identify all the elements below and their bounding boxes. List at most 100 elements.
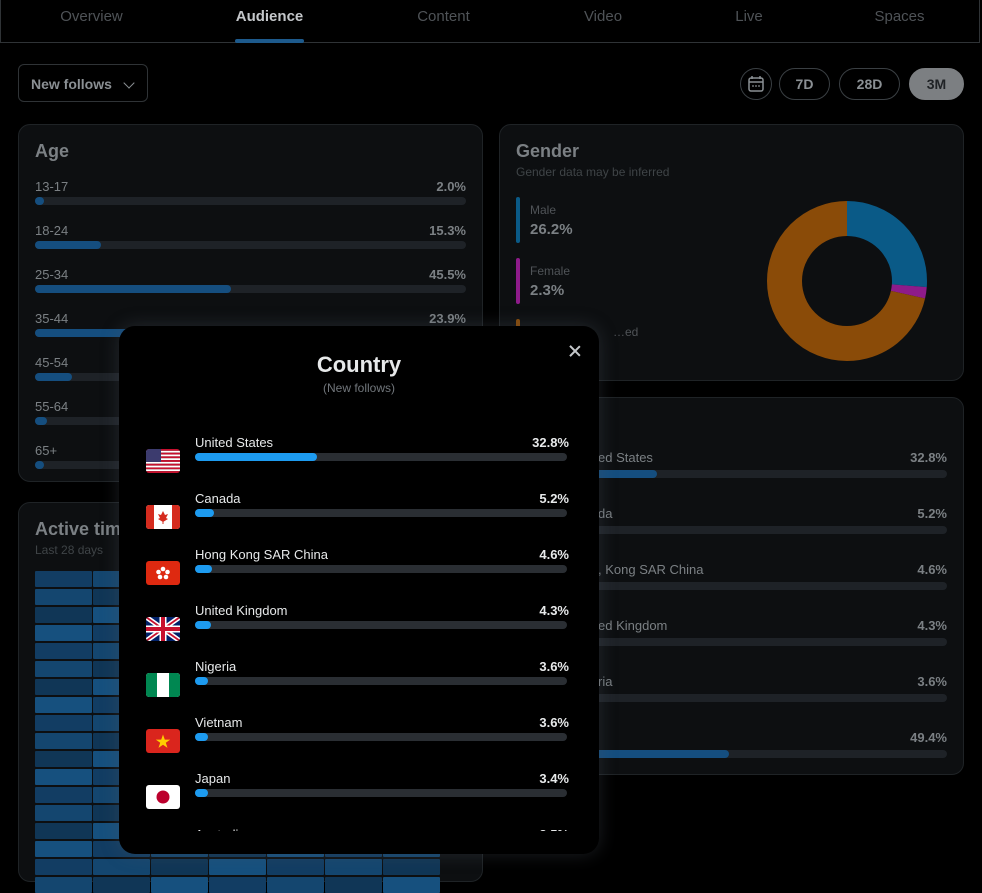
age-label: 65+ <box>35 443 58 458</box>
country-bar-track <box>195 789 567 797</box>
country-bar-fill <box>195 677 209 685</box>
heatmap-cell <box>35 751 92 767</box>
range-7d-button[interactable]: 7D <box>779 68 830 100</box>
country-name: United Kingdom <box>195 603 288 618</box>
country-name: United States <box>195 435 274 450</box>
heatmap-cell <box>93 877 150 893</box>
heatmap-cell <box>35 625 92 641</box>
tab-overview[interactable]: Overview <box>60 8 123 25</box>
heatmap-cell <box>35 607 92 623</box>
heatmap-cell <box>35 841 92 857</box>
country-list-item[interactable]: Japan 3.4% <box>146 771 569 827</box>
gender-label: Male <box>530 203 557 217</box>
country-percent: 4.6% <box>917 562 947 577</box>
country-list-item[interactable]: Vietnam 3.6% <box>146 715 569 771</box>
age-row: 18-24 15.3% <box>35 223 466 253</box>
age-bar-fill <box>35 285 232 293</box>
country-modal: Country (New follows) United States 32.8%… <box>119 326 599 854</box>
country-list[interactable]: United States 32.8% Canada 5.2% Hong Kong SA… <box>119 421 599 831</box>
country-list-item[interactable]: Hong Kong SAR China 4.6% <box>146 547 569 603</box>
country-bar-fill <box>195 565 213 573</box>
country-list-item[interactable]: Australia 2.5% <box>146 827 569 831</box>
country-percent: 4.3% <box>917 618 947 633</box>
heatmap-cell <box>209 859 266 875</box>
active-times-subtitle: Last 28 days <box>35 543 104 557</box>
heatmap-cell <box>35 787 92 803</box>
age-bar-track <box>35 285 466 293</box>
male-color-bar <box>516 197 520 243</box>
age-label: 18-24 <box>35 223 69 238</box>
country-label: ed States <box>598 450 653 465</box>
age-label: 25-34 <box>35 267 69 282</box>
country-percent: 4.3% <box>539 603 569 618</box>
tab-audience[interactable]: Audience <box>235 8 304 25</box>
metric-dropdown-label: New follows <box>31 76 112 92</box>
country-bar-track <box>195 453 567 461</box>
country-list-item[interactable]: Canada 5.2% <box>146 491 569 547</box>
country-percent: 3.6% <box>539 659 569 674</box>
tab-content[interactable]: Content <box>417 8 470 25</box>
heatmap-cell <box>93 859 150 875</box>
country-bar-track <box>516 750 947 758</box>
heatmap-cell <box>383 859 440 875</box>
gender-label: …ed <box>613 325 639 339</box>
country-bar-fill <box>195 509 215 517</box>
age-label: 45-54 <box>35 355 69 370</box>
heatmap-cell <box>151 859 208 875</box>
chevron-down-icon <box>123 77 135 89</box>
age-row: 25-34 45.5% <box>35 267 466 297</box>
gender-title: Gender <box>516 141 580 161</box>
tab-bar: Overview Audience Content Video Live Spa… <box>0 0 980 43</box>
gender-subtitle: Gender data may be inferred <box>516 165 670 179</box>
country-percent: 3.6% <box>539 715 569 730</box>
range-28d-button[interactable]: 28D <box>839 68 900 100</box>
age-label: 35-44 <box>35 311 69 326</box>
country-name: Nigeria <box>195 659 237 674</box>
country-name: Hong Kong SAR China <box>195 547 328 562</box>
country-name: Australia <box>195 827 246 831</box>
country-percent: 5.2% <box>917 506 947 521</box>
country-name: Japan <box>195 771 231 786</box>
heatmap-cell <box>35 805 92 821</box>
age-bar-fill <box>35 329 138 337</box>
country-list-item[interactable]: United States 32.8% <box>146 435 569 491</box>
tab-video[interactable]: Video <box>583 8 623 25</box>
heatmap-cell <box>35 679 92 695</box>
age-percent: 45.5% <box>429 267 466 282</box>
country-percent: 3.6% <box>917 674 947 689</box>
country-bar-track <box>195 509 567 517</box>
calendar-button[interactable] <box>740 68 772 100</box>
heatmap-cell <box>35 661 92 677</box>
country-label: ed Kingdom <box>598 618 668 633</box>
country-row: 49.4% <box>516 730 947 764</box>
us-flag-icon <box>146 449 180 473</box>
age-percent: 2.0% <box>436 179 466 194</box>
age-title: Age <box>35 141 70 161</box>
metric-dropdown[interactable]: New follows <box>18 64 148 102</box>
country-name: Canada <box>195 491 241 506</box>
country-list-item[interactable]: Nigeria 3.6% <box>146 659 569 715</box>
country-name: Vietnam <box>195 715 243 730</box>
jp-flag-icon <box>146 785 180 809</box>
age-label: 55-64 <box>35 399 69 414</box>
gender-value: 2.3% <box>530 282 565 299</box>
country-list-item[interactable]: United Kingdom 4.3% <box>146 603 569 659</box>
age-bar-fill <box>35 373 72 381</box>
age-bar-fill <box>35 197 44 205</box>
heatmap-cell <box>35 733 92 749</box>
tab-live[interactable]: Live <box>735 8 763 25</box>
heatmap-cell <box>383 877 440 893</box>
age-row: 13-17 2.0% <box>35 179 466 209</box>
age-bar-track <box>35 241 466 249</box>
heatmap-cell <box>35 697 92 713</box>
heatmap-cell <box>325 877 382 893</box>
age-bar-fill <box>35 417 48 425</box>
range-3m-button[interactable]: 3M <box>909 68 964 100</box>
gb-flag-icon <box>146 617 180 641</box>
close-icon[interactable] <box>566 342 584 360</box>
tab-spaces[interactable]: Spaces <box>874 8 925 25</box>
country-percent: 5.2% <box>539 491 569 506</box>
hk-flag-icon <box>146 561 180 585</box>
heatmap-cell <box>35 859 92 875</box>
heatmap-cell <box>325 859 382 875</box>
